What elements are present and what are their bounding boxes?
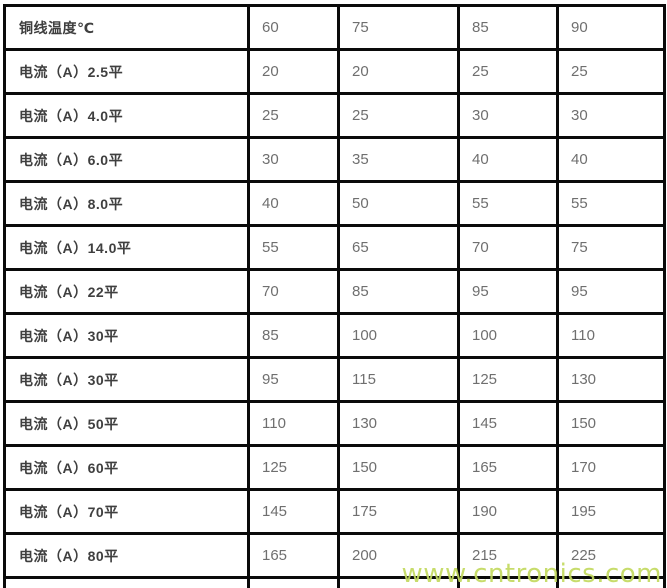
value-cell: 55 — [457, 180, 559, 227]
table-row: 电流（A）50平 110 130 145 150 — [3, 400, 666, 447]
value-cell: 95 — [247, 356, 340, 403]
table-row: 电流（A）8.0平 40 50 55 55 — [3, 180, 666, 227]
value-cell: 30 — [457, 92, 559, 139]
row-label-cell: 电流（A）2.5平 — [3, 48, 250, 95]
table-row: 电流（A）80平 165 200 215 225 — [3, 532, 666, 579]
row-label-cell: 电流（A）8.0平 — [3, 180, 250, 227]
value-cell: 170 — [556, 444, 666, 491]
header-value-cell: 90 — [556, 4, 666, 51]
value-cell: 95 — [556, 268, 666, 315]
value-cell: 130 — [556, 356, 666, 403]
table-row: 电流（A）60平 125 150 165 170 — [3, 444, 666, 491]
row-label-cell: 电流（A）6.0平 — [3, 136, 250, 183]
value-cell: 145 — [457, 400, 559, 447]
value-cell: 230 — [337, 576, 460, 588]
value-cell: 260 — [556, 576, 666, 588]
value-cell: 40 — [247, 180, 340, 227]
value-cell: 110 — [556, 312, 666, 359]
value-cell: 200 — [337, 532, 460, 579]
row-label-cell: 电流（A）80平 — [3, 532, 250, 579]
row-label-cell: 电流（A）30平 — [3, 356, 250, 403]
header-value-cell: 85 — [457, 4, 559, 51]
value-cell: 130 — [337, 400, 460, 447]
value-cell: 25 — [247, 92, 340, 139]
value-cell: 85 — [247, 312, 340, 359]
value-cell: 50 — [337, 180, 460, 227]
row-label-cell: 电流（A）14.0平 — [3, 224, 250, 271]
value-cell: 55 — [247, 224, 340, 271]
table-row: 电流（A）2.5平 20 20 25 25 — [3, 48, 666, 95]
value-cell: 75 — [556, 224, 666, 271]
header-value-cell: 60 — [247, 4, 340, 51]
table-row: 电流（A）14.0平 55 65 70 75 — [3, 224, 666, 271]
table-row: 电流（A）6.0平 30 35 40 40 — [3, 136, 666, 183]
value-cell: 65 — [337, 224, 460, 271]
value-cell: 20 — [337, 48, 460, 95]
row-label-cell: 电流（A）22平 — [3, 268, 250, 315]
value-cell: 30 — [247, 136, 340, 183]
value-cell: 35 — [337, 136, 460, 183]
table-header-row: 铜线温度℃ 60 75 85 90 — [3, 4, 666, 51]
value-cell: 25 — [337, 92, 460, 139]
copper-wire-current-table: 铜线温度℃ 60 75 85 90 电流（A）2.5平 20 20 25 25 电流（A）4.0平 2… — [3, 4, 666, 588]
row-label-cell: 电流（A）100平 — [3, 576, 250, 588]
value-cell: 95 — [457, 268, 559, 315]
value-cell: 85 — [337, 268, 460, 315]
header-label-cell: 铜线温度℃ — [3, 4, 250, 51]
value-cell: 110 — [247, 400, 340, 447]
value-cell: 165 — [457, 444, 559, 491]
value-cell: 145 — [247, 488, 340, 535]
value-cell: 55 — [556, 180, 666, 227]
row-label-cell: 电流（A）60平 — [3, 444, 250, 491]
table-row: 电流（A）70平 145 175 190 195 — [3, 488, 666, 535]
value-cell: 250 — [457, 576, 559, 588]
value-cell: 25 — [457, 48, 559, 95]
table-row: 电流（A）30平 85 100 100 110 — [3, 312, 666, 359]
value-cell: 100 — [457, 312, 559, 359]
value-cell: 30 — [556, 92, 666, 139]
value-cell: 190 — [457, 488, 559, 535]
value-cell: 165 — [247, 532, 340, 579]
value-cell: 150 — [556, 400, 666, 447]
value-cell: 40 — [556, 136, 666, 183]
value-cell: 195 — [556, 488, 666, 535]
value-cell: 150 — [337, 444, 460, 491]
row-label-cell: 电流（A）50平 — [3, 400, 250, 447]
value-cell: 25 — [556, 48, 666, 95]
value-cell: 175 — [337, 488, 460, 535]
value-cell: 225 — [556, 532, 666, 579]
value-cell: 125 — [247, 444, 340, 491]
row-label-cell: 电流（A）70平 — [3, 488, 250, 535]
table-row: 电流（A）30平 95 115 125 130 — [3, 356, 666, 403]
row-label-cell: 电流（A）30平 — [3, 312, 250, 359]
value-cell: 40 — [457, 136, 559, 183]
value-cell: 70 — [247, 268, 340, 315]
row-label-cell: 电流（A）4.0平 — [3, 92, 250, 139]
value-cell: 115 — [337, 356, 460, 403]
table-row: 电流（A）22平 70 85 95 95 — [3, 268, 666, 315]
table-row: 电流（A）4.0平 25 25 30 30 — [3, 92, 666, 139]
header-value-cell: 75 — [337, 4, 460, 51]
value-cell: 125 — [457, 356, 559, 403]
value-cell: 215 — [457, 532, 559, 579]
value-cell: 195 — [247, 576, 340, 588]
value-cell: 70 — [457, 224, 559, 271]
table-row: 电流（A）100平195230250260 — [3, 576, 666, 588]
value-cell: 100 — [337, 312, 460, 359]
value-cell: 20 — [247, 48, 340, 95]
